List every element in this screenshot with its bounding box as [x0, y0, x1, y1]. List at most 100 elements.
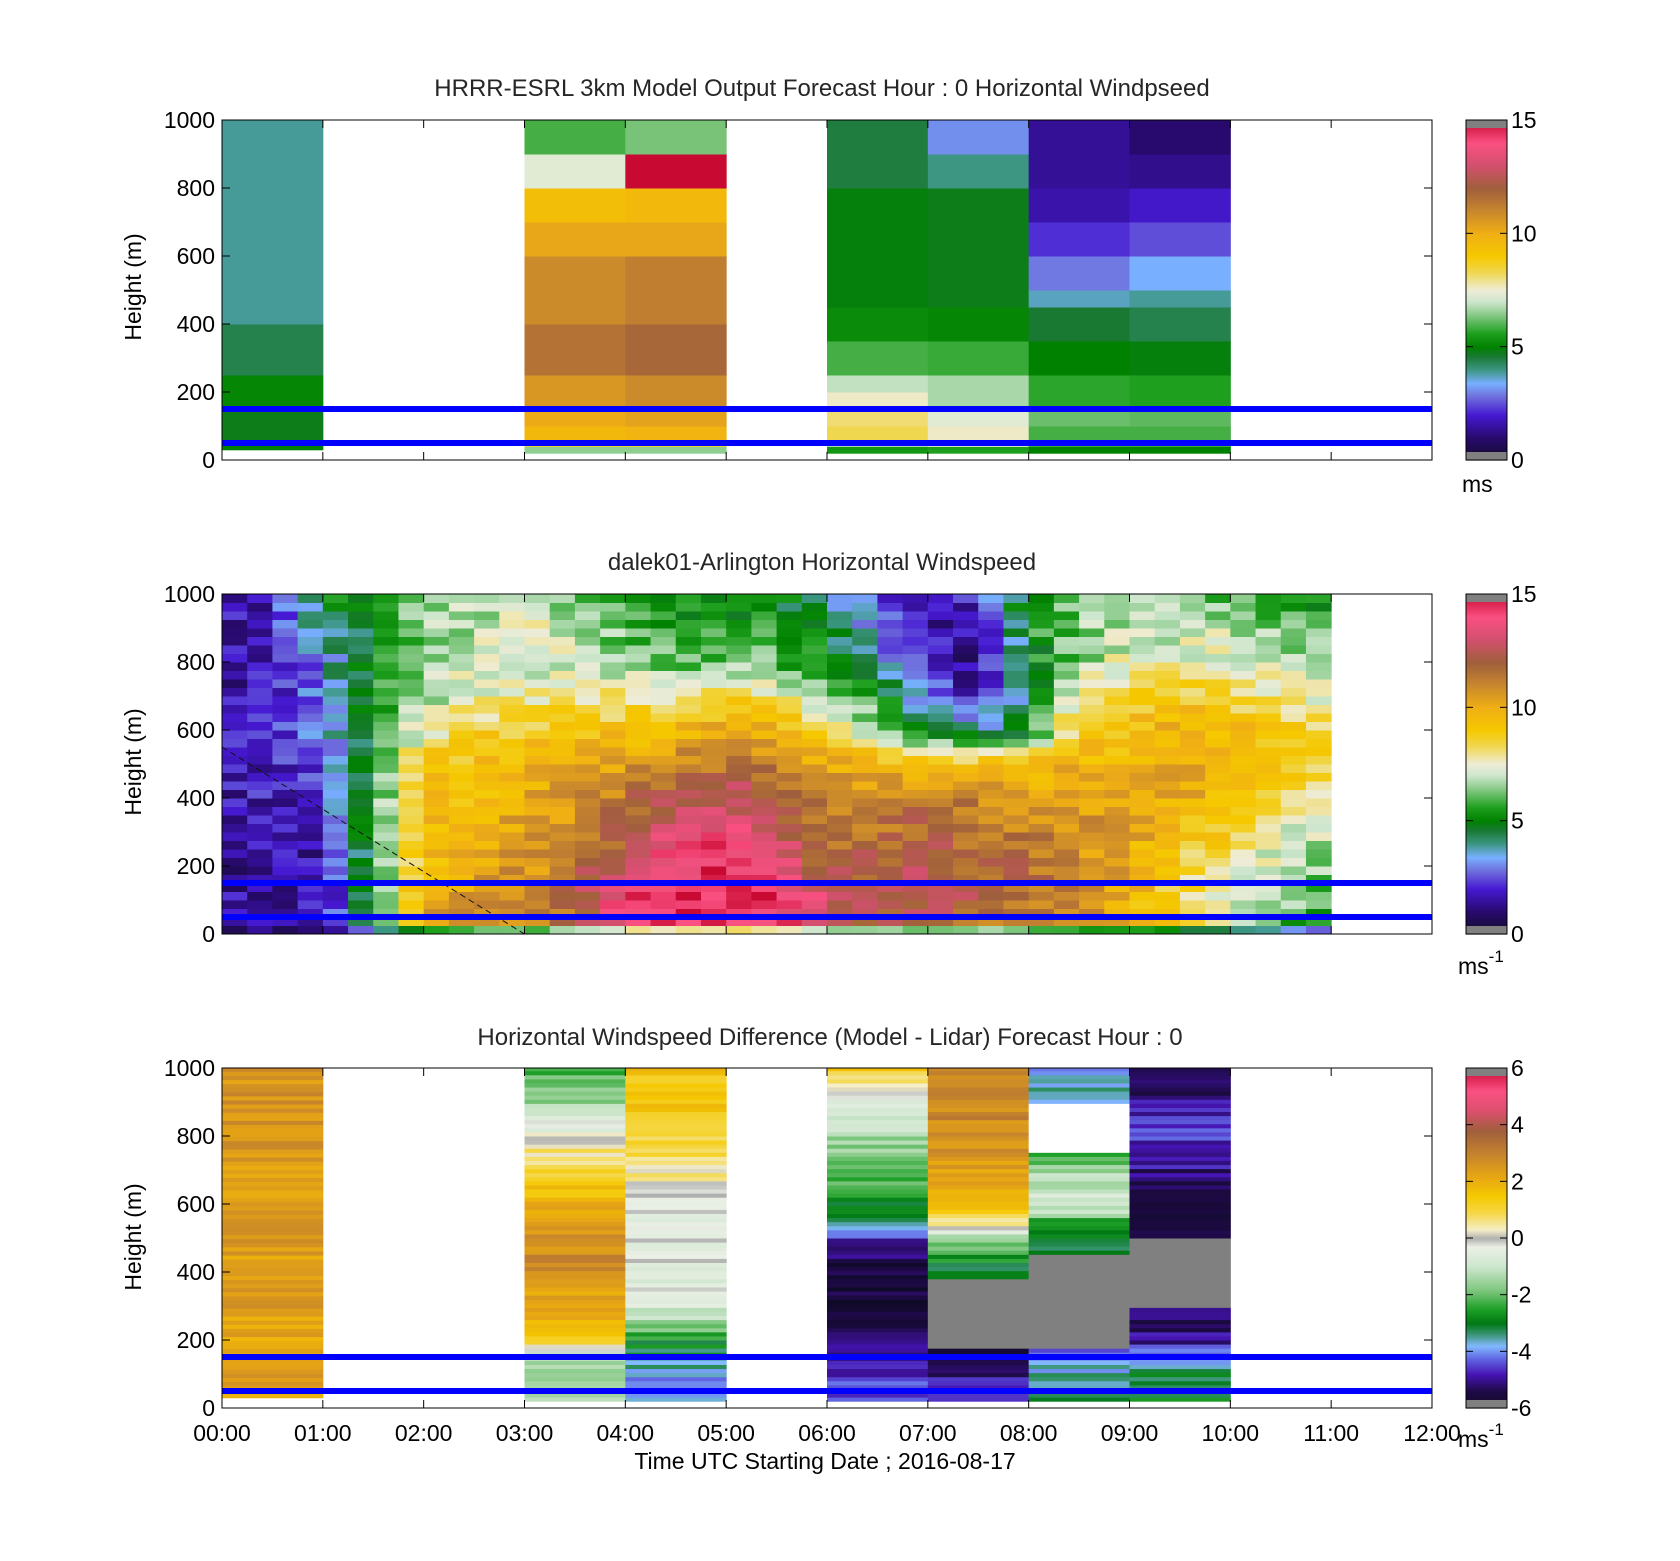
colorbar-swatch: [1466, 648, 1507, 651]
heatmap-cell: [726, 815, 752, 824]
heatmap-cell: [499, 653, 525, 663]
colorbar-swatch: [1466, 674, 1507, 677]
heatmap-cell: [801, 721, 828, 731]
heatmap-cell: [574, 823, 601, 833]
y-tick-label: 600: [177, 1191, 215, 1217]
heatmap-cell: [902, 781, 929, 790]
heatmap-cell: [927, 1221, 1030, 1227]
heatmap-cell: [1179, 789, 1206, 799]
heatmap-cell: [877, 619, 904, 629]
heatmap-cell: [902, 747, 929, 756]
heatmap-cell: [700, 619, 727, 629]
heatmap-cell: [1129, 1384, 1231, 1390]
heatmap-cell: [902, 704, 929, 714]
heatmap-cell: [574, 713, 601, 722]
colorbar-swatch: [1466, 420, 1507, 423]
heatmap-cell: [373, 925, 399, 935]
colorbar-swatch: [1466, 136, 1507, 139]
colorbar-swatch: [1466, 1352, 1507, 1355]
heatmap-cell: [524, 696, 551, 705]
colorbar-swatch: [1466, 238, 1507, 241]
colorbar-swatch: [1466, 1324, 1507, 1327]
heatmap-cell: [423, 874, 450, 884]
heatmap-cell: [827, 1103, 929, 1108]
heatmap-cell: [348, 738, 374, 748]
heatmap-cell: [398, 721, 425, 731]
heatmap-cell: [524, 1217, 626, 1223]
colorbar-swatch: [1466, 442, 1507, 445]
heatmap-cell: [1230, 806, 1257, 816]
colorbar-swatch: [1466, 1094, 1507, 1097]
colorbar-swatch: [1466, 396, 1507, 399]
heatmap-cell: [751, 849, 778, 858]
colorbar-swatch: [1466, 354, 1507, 357]
heatmap-cell: [1154, 917, 1181, 926]
heatmap-cell: [877, 781, 904, 790]
heatmap-cell: [499, 619, 525, 629]
heatmap-cell: [1280, 772, 1307, 782]
colorbar-swatch: [1466, 722, 1507, 725]
heatmap-cell: [1179, 755, 1206, 765]
heatmap-cell: [222, 679, 248, 688]
heatmap-cell: [751, 628, 778, 637]
heatmap-cell: [524, 1384, 626, 1390]
heatmap-cell: [827, 636, 853, 646]
heatmap-cell: [1129, 1087, 1231, 1092]
heatmap-cell: [222, 1132, 324, 1138]
heatmap-cell: [953, 832, 979, 841]
heatmap-cell: [222, 1267, 324, 1272]
heatmap-cell: [953, 594, 979, 603]
y-tick-label: 400: [177, 311, 215, 337]
heatmap-cell: [827, 1262, 929, 1268]
colorbar-swatch: [1466, 366, 1507, 369]
heatmap-cell: [978, 798, 1004, 807]
heatmap-cell: [222, 704, 248, 714]
heatmap-cell: [1179, 594, 1206, 603]
heatmap-cell: [524, 1307, 626, 1312]
heatmap-cell: [1280, 687, 1307, 697]
heatmap-cell: [297, 781, 324, 790]
heatmap-cell: [247, 908, 273, 918]
heatmap-cell: [574, 721, 601, 731]
heatmap-cell: [1255, 798, 1282, 807]
heatmap-cell: [1305, 704, 1332, 714]
heatmap-cell: [953, 747, 979, 756]
heatmap-cell: [1104, 611, 1130, 620]
heatmap-cell: [448, 611, 475, 620]
heatmap-cell: [1129, 1156, 1231, 1161]
heatmap-cell: [1280, 840, 1307, 850]
heatmap-cell: [852, 789, 878, 799]
heatmap-cell: [1205, 679, 1231, 688]
heatmap-cell: [524, 730, 551, 739]
heatmap-cell: [927, 1348, 1030, 1353]
heatmap-cell: [549, 840, 576, 850]
heatmap-cell: [953, 823, 979, 833]
heatmap-cell: [675, 857, 702, 867]
colorbar-swatch: [1466, 1316, 1507, 1319]
heatmap-cell: [1003, 925, 1030, 935]
heatmap-cell: [1028, 1311, 1130, 1317]
heatmap-cell: [1003, 594, 1030, 603]
colorbar-swatch: [1466, 750, 1507, 753]
heatmap-cell: [776, 857, 803, 867]
heatmap-cell: [625, 1068, 727, 1072]
heatmap-cell: [1079, 721, 1105, 731]
heatmap-cell: [1028, 645, 1055, 654]
colorbar-swatch: [1466, 1288, 1507, 1291]
heatmap-cell: [751, 840, 778, 850]
heatmap-cell: [222, 823, 248, 833]
heatmap-cell: [776, 662, 803, 671]
heatmap-cell: [726, 730, 752, 739]
heatmap-cell: [1053, 823, 1080, 833]
heatmap-cell: [474, 849, 500, 858]
heatmap-cell: [827, 1172, 929, 1178]
heatmap-cell: [297, 900, 324, 909]
heatmap-cell: [751, 619, 778, 629]
heatmap-cell: [751, 602, 778, 612]
colorbar-swatch: [1466, 202, 1507, 205]
heatmap-cell: [1179, 713, 1206, 722]
heatmap-cell: [852, 679, 878, 688]
heatmap-cell: [902, 789, 929, 799]
heatmap-cell: [1028, 1372, 1130, 1378]
